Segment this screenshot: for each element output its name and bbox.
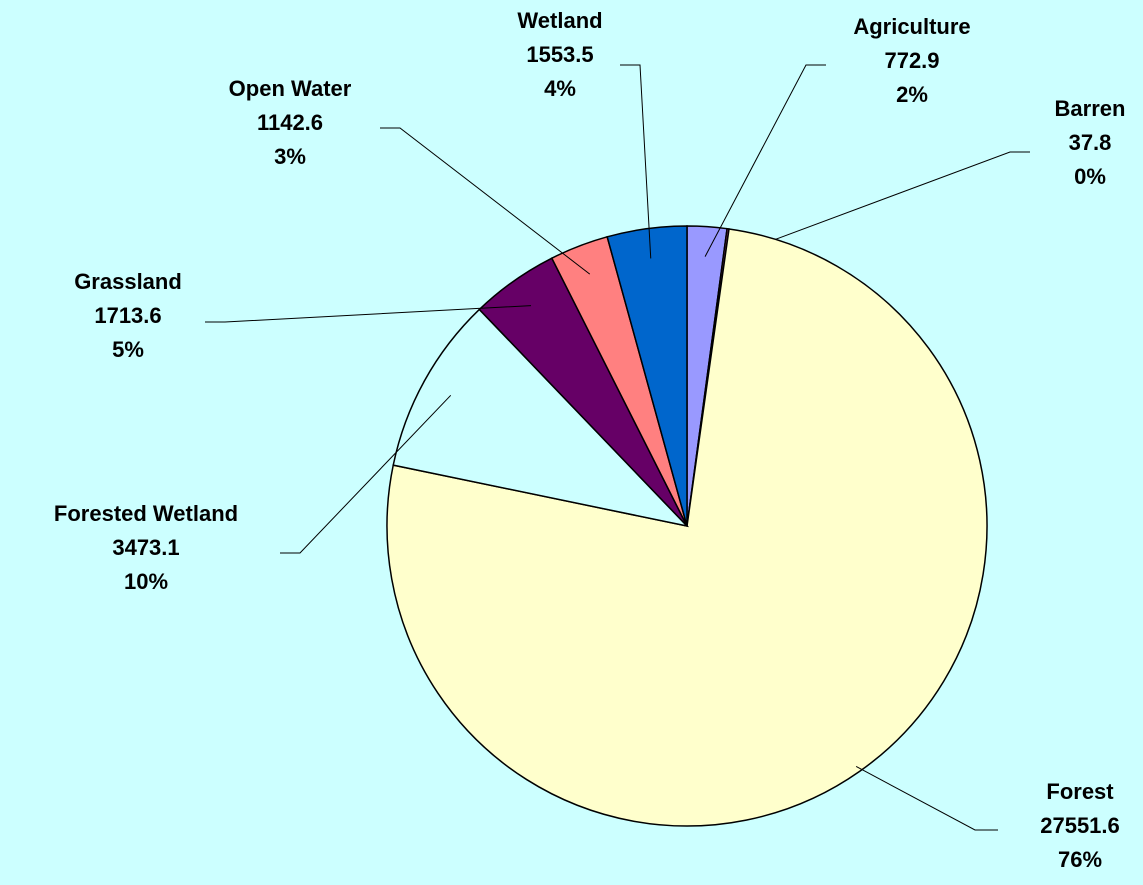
leader-line — [205, 305, 532, 323]
slice-value: 1142.6 — [257, 110, 323, 135]
slice-label: Grassland — [74, 269, 182, 294]
slice-label: Agriculture — [853, 14, 970, 39]
slice-label: Forest — [1046, 779, 1114, 804]
slice-percent: 5% — [112, 337, 144, 362]
slice-percent: 0% — [1074, 164, 1106, 189]
slice-percent: 3% — [274, 144, 306, 169]
leader-line — [380, 127, 591, 275]
slice-label: Open Water — [229, 76, 352, 101]
leader-line — [723, 151, 1030, 260]
slice-percent: 4% — [544, 76, 576, 101]
slice-percent: 10% — [124, 569, 168, 594]
slice-value: 37.8 — [1069, 130, 1112, 155]
slice-label: Forested Wetland — [54, 501, 238, 526]
pie-slice — [392, 308, 690, 528]
slice-value: 772.9 — [884, 48, 939, 73]
slice-percent: 76% — [1058, 847, 1102, 872]
leader-line — [855, 766, 998, 831]
slice-label: Barren — [1055, 96, 1126, 121]
slice-value: 27551.6 — [1040, 813, 1120, 838]
pie-slice — [606, 225, 688, 527]
slice-value: 1553.5 — [526, 42, 593, 67]
leader-line — [704, 64, 826, 257]
leader-line — [280, 394, 452, 554]
slice-label: Wetland — [517, 8, 602, 33]
slice-percent: 2% — [896, 82, 928, 107]
pie-slice — [386, 228, 988, 827]
leader-line — [620, 64, 652, 259]
slice-value: 1713.6 — [94, 303, 161, 328]
slice-value: 3473.1 — [112, 535, 179, 560]
